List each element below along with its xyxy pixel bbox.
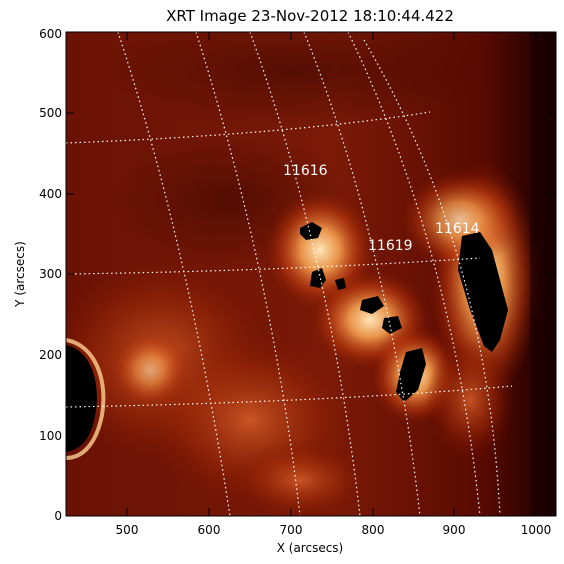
- y-tick-label: 100: [39, 429, 62, 443]
- y-axis: 0 100 200 300 400 500 600 Y (arcsecs): [13, 27, 556, 523]
- y-axis-label: Y (arcsecs): [13, 241, 27, 308]
- y-tick-label: 0: [54, 509, 62, 523]
- x-axis-label: X (arcsecs): [277, 541, 344, 555]
- saturated-core: [382, 316, 402, 334]
- saturated-core: [300, 222, 322, 240]
- y-tick-label: 400: [39, 187, 62, 201]
- x-tick-label: 700: [280, 523, 303, 537]
- x-tick-label: 900: [443, 523, 466, 537]
- limb-occulted-region: [66, 345, 97, 452]
- saturated-core: [360, 296, 384, 314]
- x-tick-label: 1000: [521, 523, 552, 537]
- region-label-11616: 11616: [283, 163, 328, 179]
- y-tick-label: 200: [39, 348, 62, 362]
- x-tick-label: 800: [362, 523, 385, 537]
- solar-image: 11616 11619 11614: [66, 32, 556, 516]
- y-tick-label: 300: [39, 267, 62, 281]
- region-label-11619: 11619: [368, 238, 413, 254]
- x-tick-label: 500: [116, 523, 139, 537]
- saturated-core: [458, 232, 508, 352]
- saturated-core: [335, 278, 346, 290]
- saturated-core: [396, 348, 426, 402]
- y-tick-label: 600: [39, 27, 62, 41]
- y-tick-label: 500: [39, 106, 62, 120]
- x-tick-label: 600: [198, 523, 221, 537]
- region-label-11614: 11614: [435, 221, 480, 237]
- heliographic-grid: [66, 32, 513, 516]
- x-axis: 500 600 700 800 900 1000 X (arcsecs): [116, 32, 552, 555]
- figure-title: XRT Image 23-Nov-2012 18:10:44.422: [166, 7, 454, 25]
